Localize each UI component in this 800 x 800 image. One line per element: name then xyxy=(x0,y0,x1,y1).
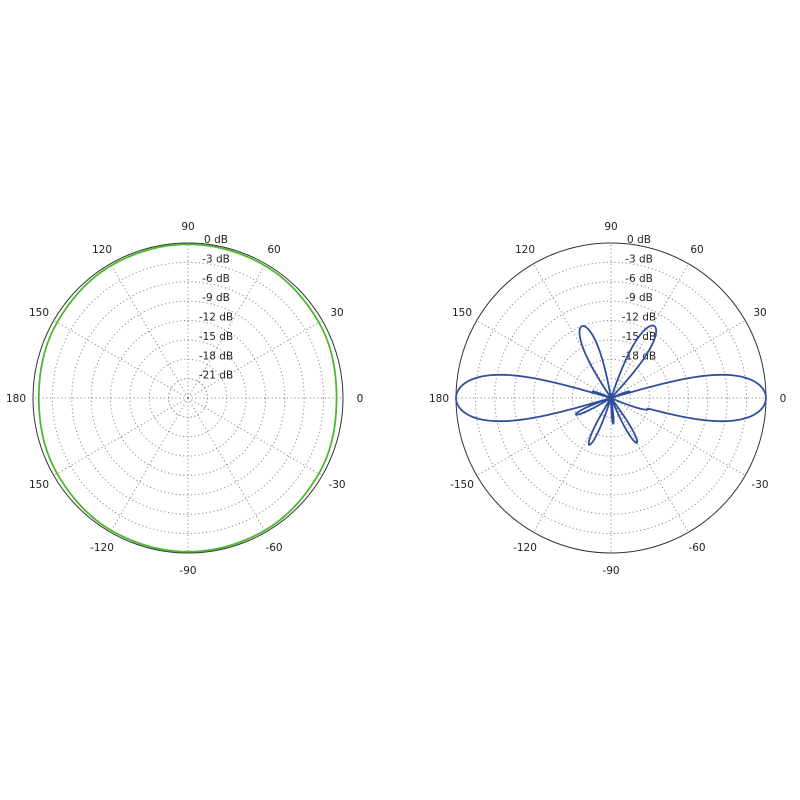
angle-tick-label: 60 xyxy=(690,244,703,256)
grid-spoke xyxy=(53,320,189,399)
angle-tick-label: -60 xyxy=(265,542,282,554)
angle-tick-label: 0 xyxy=(357,393,364,405)
grid-ring xyxy=(90,300,286,496)
radial-tick-label: -15 dB xyxy=(199,331,233,343)
grid-ring xyxy=(51,261,325,535)
grid-spoke xyxy=(187,397,323,476)
outer-ring xyxy=(32,242,344,554)
angle-tick-label: 30 xyxy=(753,307,766,319)
radial-tick-label: -3 dB xyxy=(625,253,653,265)
polar-chart-right: 0 30 60 90 120 150 180 -150 -120 -90 -60 -30 0 dB -3 … xyxy=(429,221,786,577)
angle-tick-label: -30 xyxy=(328,479,345,491)
angle-tick-label: -90 xyxy=(179,565,196,577)
angle-tick-label: 60 xyxy=(267,244,280,256)
radial-tick-label: -21 dB xyxy=(199,370,233,382)
radial-tick-label: 0 dB xyxy=(627,234,651,246)
radiation-pattern-line xyxy=(455,324,767,446)
radial-tick-label: 0 dB xyxy=(204,234,228,246)
radial-tick-label: -9 dB xyxy=(625,292,653,304)
angle-tick-label: -120 xyxy=(90,542,114,554)
grid-ring xyxy=(474,261,748,535)
angle-tick-label: -150 xyxy=(450,479,474,491)
radial-tick-label: -12 dB xyxy=(199,312,233,324)
grid-ring xyxy=(533,320,689,476)
angle-tick-label: -60 xyxy=(688,542,705,554)
grid-ring xyxy=(110,320,266,476)
angle-tick-label: 150 xyxy=(29,479,49,491)
radial-tick-label: -12 dB xyxy=(622,312,656,324)
angle-tick-label: -90 xyxy=(602,565,619,577)
grid-ring xyxy=(494,281,728,515)
grid-spoke xyxy=(110,397,189,533)
radial-tick-label: -3 dB xyxy=(202,253,230,265)
polar-chart-left: 0 30 60 90 120 150 180 150 -120 -90 -60 -30 0 dB -3 d… xyxy=(6,221,363,577)
angle-tick-label: 90 xyxy=(604,221,617,233)
angle-tick-label: 90 xyxy=(181,221,194,233)
angle-tick-label: 150 xyxy=(452,307,472,319)
angle-tick-label: 180 xyxy=(6,393,26,405)
angle-tick-label: 0 xyxy=(780,393,787,405)
angle-tick-label: -120 xyxy=(513,542,537,554)
radial-tick-label: -6 dB xyxy=(202,273,230,285)
angle-tick-label: 150 xyxy=(29,307,49,319)
angle-tick-label: 120 xyxy=(515,244,535,256)
radiation-pattern-line xyxy=(37,243,338,553)
radial-tick-label: -18 dB xyxy=(199,350,233,362)
angle-tick-label: 120 xyxy=(92,244,112,256)
grid-ring xyxy=(71,281,305,515)
angle-tick-label: -30 xyxy=(751,479,768,491)
radial-tick-label: -6 dB xyxy=(625,273,653,285)
radial-tick-label: -9 dB xyxy=(202,292,230,304)
grid-ring xyxy=(513,300,709,496)
angle-tick-label: 30 xyxy=(330,307,343,319)
angle-tick-label: 180 xyxy=(429,393,449,405)
